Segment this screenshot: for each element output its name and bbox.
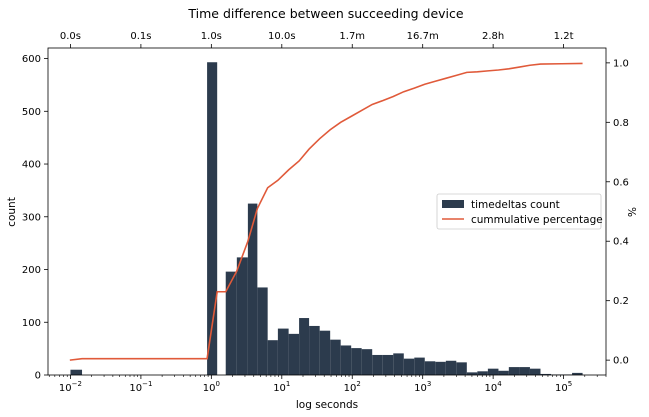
top-tick-label: 16.7m [407,31,439,42]
legend: timedeltas count cummulative percentage [436,193,603,230]
histogram-bar [487,368,499,375]
histogram-bar [424,361,436,375]
histogram-bar [70,369,83,375]
x-tick-label: 103 [414,380,431,394]
histogram-bar [288,333,300,375]
histogram-bar [299,318,310,375]
histogram-bar [477,371,488,375]
y2-tick-label: 0.6 [613,177,629,188]
y-tick-label: 200 [22,265,41,276]
histogram-bar [435,361,446,375]
histogram-bar [361,349,373,375]
histogram-bar [267,340,278,375]
top-tick-label: 2.8h [482,31,504,42]
y-axis: 0 100 200 300 400 500 600 [22,54,48,382]
histogram-bar [330,339,341,375]
y-tick-label: 400 [22,160,41,171]
histogram-bar [529,368,541,375]
y2-axis-label: % [627,207,639,217]
histogram-bar [382,354,394,375]
y-tick-label: 300 [22,212,41,223]
histogram-bar [207,62,218,375]
x-axis-label: log seconds [296,399,358,411]
legend-box [436,193,602,230]
y-tick-label: 500 [22,107,41,118]
x-axis: 10−2 10−1 100 101 102 103 104 105 [48,375,607,394]
histogram-bar [572,372,583,375]
bar-series [70,62,583,375]
x-tick-label: 100 [203,380,220,394]
y-tick-label: 100 [22,318,41,329]
histogram-bar [351,348,362,375]
top-tick-label: 1.0s [201,31,222,42]
histogram-bar [519,367,530,375]
plot-frame [47,47,607,376]
histogram-bar [508,367,520,375]
histogram-bar [247,203,258,375]
histogram-bar [456,362,467,375]
histogram-bar [414,357,425,375]
histogram-bar [498,370,509,375]
top-tick-label: 0.0s [60,31,81,42]
top-tick-label: 1.7m [339,31,365,42]
y2-axis: 0.0 0.2 0.4 0.6 0.8 1.0 [606,58,629,367]
x-tick-label: 101 [273,380,290,394]
histogram-bar [236,257,248,375]
y2-tick-label: 0.8 [613,118,629,129]
x-tick-label: 102 [344,380,361,394]
histogram-bar [445,360,457,375]
histogram-bar [319,330,331,375]
legend-bar-swatch [442,200,464,208]
histogram-bar [540,373,552,375]
histogram-bar [309,325,320,375]
histogram-bar [340,345,352,375]
x-tick-label: 104 [485,380,503,394]
chart-title: Time difference between succeeding devic… [187,6,463,21]
histogram-bar [277,328,289,375]
y-tick-label: 600 [22,54,41,65]
x-tick-label: 105 [555,380,572,394]
histogram-bar [257,287,268,375]
top-tick-label: 0.1s [130,31,151,42]
cumulative-percentage-line [69,62,583,361]
y2-tick-label: 0.4 [613,237,629,248]
top-x-axis: 0.0s 0.1s 1.0s 10.0s 1.7m 16.7m 2.8h 1.2t [60,31,574,48]
histogram-bar [372,354,383,375]
y2-tick-label: 0.0 [613,356,629,367]
line-series [69,62,583,361]
y-tick-label: 0 [35,371,41,382]
y-axis-label: count [6,197,18,227]
x-tick-label: 10−2 [59,380,82,394]
x-tick-label: 10−1 [129,380,152,394]
histogram-bar [466,372,478,375]
legend-label-count: timedeltas count [471,199,560,211]
histogram-bar [393,353,404,375]
y2-tick-label: 1.0 [613,58,629,69]
legend-label-cumulative: cummulative percentage [471,214,603,226]
top-tick-label: 1.2t [554,31,574,42]
top-tick-label: 10.0s [268,31,295,42]
y2-tick-label: 0.2 [613,296,629,307]
histogram-bar [403,358,415,375]
histogram-bar [225,271,237,375]
